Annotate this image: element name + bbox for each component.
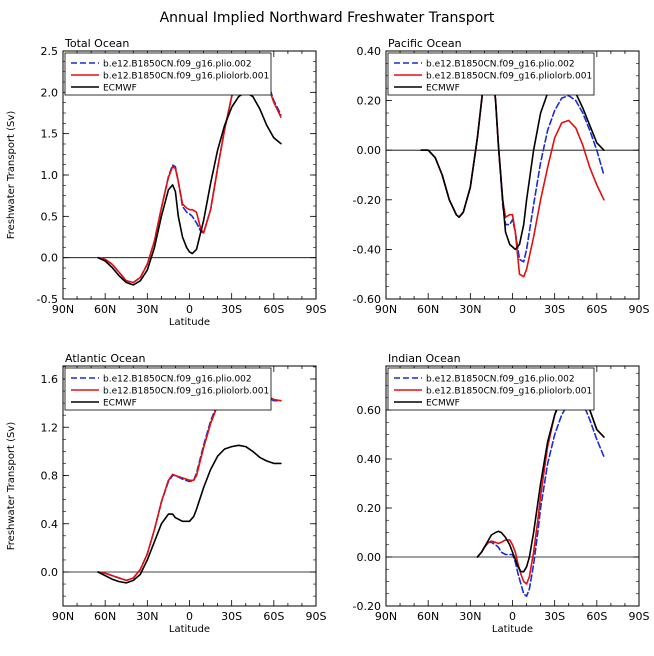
- series-line-ecmwf: [97, 444, 282, 584]
- legend-label: ECMWF: [426, 84, 460, 94]
- legend-label: b.e12.B1850CN.f09_g16.pliolorb.001: [426, 72, 592, 82]
- y-tick-label: 0.60: [357, 404, 382, 417]
- y-tick-label: -0.40: [353, 243, 381, 256]
- x-tick-label: 0: [509, 303, 516, 316]
- x-tick-label: 30N: [459, 303, 481, 316]
- y-tick-label: 0.40: [357, 45, 382, 58]
- x-tick-label: 90N: [52, 303, 74, 316]
- y-tick-label: -0.20: [353, 600, 381, 613]
- y-tick-label: -0.20: [353, 194, 381, 207]
- panel-title: Indian Ocean: [388, 352, 461, 365]
- y-tick-label: 1.5: [41, 128, 59, 141]
- y-tick-label: 0.40: [357, 453, 382, 466]
- y-tick-label: -0.5: [37, 293, 58, 306]
- x-tick-label: 30S: [221, 610, 242, 623]
- panel-title: Total Ocean: [64, 37, 129, 50]
- x-tick-label: 60N: [417, 610, 439, 623]
- y-tick-label: -0.60: [353, 293, 381, 306]
- y-axis-label: Freshwater Transport (Sv): [6, 422, 17, 551]
- y-tick-label: 0.8: [41, 470, 59, 483]
- legend-box: [64, 367, 272, 411]
- x-tick-label: 30S: [544, 303, 565, 316]
- y-tick-label: 0.00: [357, 551, 382, 564]
- panel-1: 90N 60N 30N 0 30S 60S 90S -0.60 -0.40 -0.20 0.00 0.…: [353, 37, 650, 316]
- x-tick-label: 0: [186, 610, 193, 623]
- panel-0: 90N 60N 30N 0 30S 60S 90S -0.5 0.0 0.5 1.0 1.5 2.0 2.…: [6, 37, 327, 328]
- legend-label: b.e12.B1850CN.f09_g16.pliolorb.001: [103, 387, 269, 397]
- legend-box: [387, 52, 595, 96]
- x-axis-label: Latitude: [169, 624, 210, 635]
- x-tick-label: 60S: [586, 610, 607, 623]
- y-tick-label: 0.5: [41, 210, 59, 223]
- panel-title: Pacific Ocean: [388, 37, 462, 50]
- x-tick-label: 90N: [375, 303, 397, 316]
- x-tick-label: 60S: [263, 610, 284, 623]
- y-tick-label: 0.20: [357, 502, 382, 515]
- x-axis-label: Latitude: [492, 624, 533, 635]
- legend-label: b.e12.B1850CN.f09_g16.plio.002: [426, 375, 575, 385]
- legend-box: [387, 367, 595, 411]
- x-tick-label: 0: [186, 303, 193, 316]
- x-tick-label: 30N: [136, 610, 158, 623]
- panel-3: 90N 60N 30N 0 30S 60S 90S -0.20 0.00 0.20 0.40 0.60…: [353, 352, 650, 635]
- x-tick-label: 60S: [263, 303, 284, 316]
- legend-label: ECMWF: [103, 84, 137, 94]
- x-tick-label: 90S: [629, 303, 650, 316]
- panel-title: Atlantic Ocean: [65, 352, 146, 365]
- panel-2: 90N 60N 30N 0 30S 60S 90S 0.0 0.4 0.8 1.2 1.6 Atlant…: [6, 352, 327, 635]
- x-tick-label: 30N: [136, 303, 158, 316]
- x-tick-label: 90N: [52, 610, 74, 623]
- x-tick-label: 30S: [544, 610, 565, 623]
- legend-label: b.e12.B1850CN.f09_g16.pliolorb.001: [103, 72, 269, 82]
- y-tick-label: 1.0: [41, 169, 59, 182]
- x-tick-label: 90N: [375, 610, 397, 623]
- y-tick-label: 0.20: [357, 95, 382, 108]
- y-tick-label: 0.4: [41, 518, 59, 531]
- y-tick-label: 0.0: [41, 566, 59, 579]
- legend-label: ECMWF: [426, 399, 460, 409]
- legend-label: b.e12.B1850CN.f09_g16.pliolorb.001: [426, 387, 592, 397]
- y-axis-label: Freshwater Transport (Sv): [6, 111, 17, 240]
- legend-box: [64, 52, 272, 96]
- legend-label: ECMWF: [103, 399, 137, 409]
- x-tick-label: 0: [509, 610, 516, 623]
- series-line-ecmwf: [476, 384, 605, 573]
- y-tick-label: 1.2: [41, 421, 59, 434]
- x-tick-label: 90S: [306, 610, 327, 623]
- x-tick-label: 30N: [459, 610, 481, 623]
- x-tick-label: 60N: [94, 303, 116, 316]
- x-tick-label: 60N: [94, 610, 116, 623]
- y-tick-label: 2.5: [41, 45, 59, 58]
- legend-label: b.e12.B1850CN.f09_g16.plio.002: [103, 60, 252, 70]
- main-title: Annual Implied Northward Freshwater Tran…: [160, 10, 495, 26]
- x-tick-label: 90S: [306, 303, 327, 316]
- legend-label: b.e12.B1850CN.f09_g16.plio.002: [103, 375, 252, 385]
- y-tick-label: 0.0: [41, 252, 59, 265]
- series-line-plio: [420, 55, 605, 263]
- x-tick-label: 30S: [221, 303, 242, 316]
- y-tick-label: 2.0: [41, 86, 59, 99]
- series-line-ecmwf: [97, 91, 282, 286]
- x-axis-label: Latitude: [169, 317, 210, 328]
- x-tick-label: 60N: [417, 303, 439, 316]
- x-tick-label: 60S: [586, 303, 607, 316]
- legend-label: b.e12.B1850CN.f09_g16.plio.002: [426, 60, 575, 70]
- x-tick-label: 90S: [629, 610, 650, 623]
- y-tick-label: 0.00: [357, 144, 382, 157]
- y-tick-label: 1.6: [41, 373, 59, 386]
